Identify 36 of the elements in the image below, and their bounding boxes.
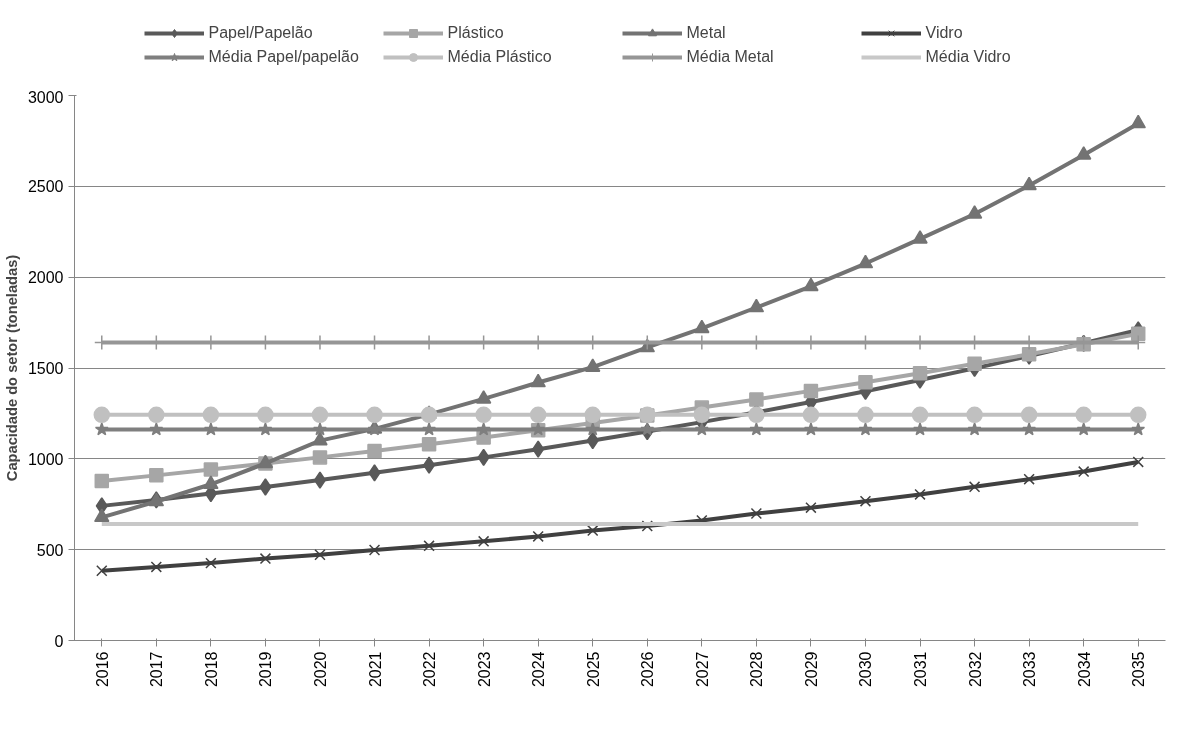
x-tick-label: 2031	[912, 651, 930, 688]
x-tick-label: 2022	[421, 651, 439, 688]
x-tick-label: 2027	[693, 651, 711, 688]
y-tick-label: 1500	[27, 360, 64, 377]
legend-label: Média Plástico	[447, 48, 553, 66]
x-tick-label: 2030	[857, 651, 875, 688]
legend-label: Metal	[686, 24, 727, 42]
x-tick-label: 2028	[748, 651, 766, 688]
x-tick-label: 2021	[366, 651, 384, 688]
y-tick-label: 500	[36, 541, 64, 559]
x-tick-label: 2025	[584, 651, 602, 688]
y-tick-label: 1000	[27, 450, 64, 468]
x-tick-label: 2026	[639, 651, 657, 688]
legend-label: Plástico	[447, 24, 505, 42]
legend-label: Média Metal	[686, 48, 775, 66]
y-tick-label: 2500	[27, 178, 64, 196]
x-tick-label: 2032	[966, 651, 984, 688]
x-tick-label: 2035	[1130, 651, 1148, 688]
x-tick-label: 2017	[148, 651, 166, 688]
y-tick-label: 3000	[27, 88, 64, 106]
legend-label: Papel/Papelão	[208, 24, 314, 42]
x-tick-label: 2034	[1075, 651, 1093, 688]
legend-label: Vidro	[925, 24, 964, 42]
x-tick-label: 2029	[802, 651, 820, 688]
x-tick-label: 2019	[257, 651, 275, 688]
x-tick-label: 2020	[311, 651, 329, 688]
y-tick-label: 0	[54, 632, 64, 650]
x-tick-label: 2033	[1021, 651, 1039, 688]
y-axis-title: Capacidade do setor (toneladas)	[3, 254, 20, 482]
x-tick-label: 2018	[202, 651, 220, 688]
x-tick-label: 2024	[530, 651, 548, 688]
legend-label: Média Vidro	[925, 48, 1012, 66]
legend-label: Média Papel/papelão	[208, 48, 360, 66]
y-tick-label: 2000	[27, 269, 64, 287]
x-tick-label: 2023	[475, 651, 493, 688]
x-tick-label: 2016	[93, 651, 111, 688]
